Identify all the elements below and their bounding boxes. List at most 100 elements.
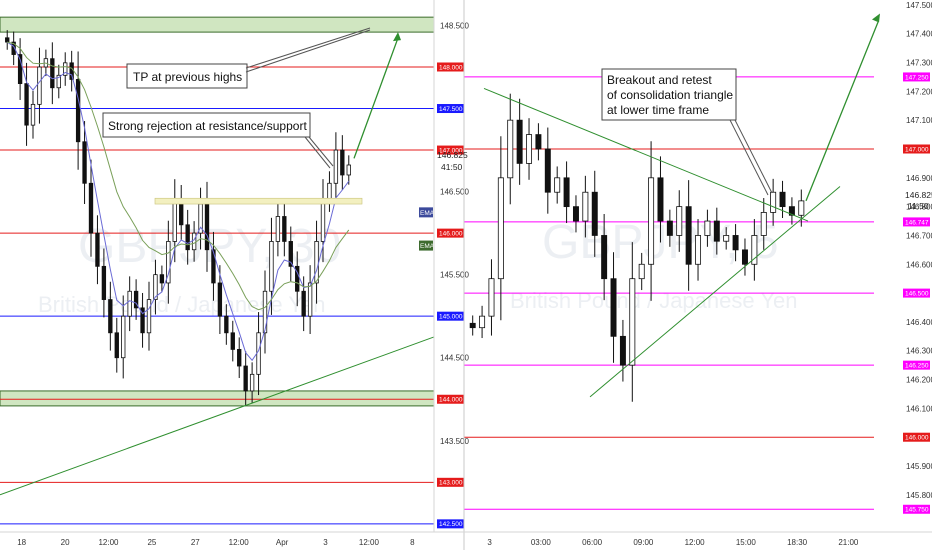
left-candle-body-5 — [37, 66, 42, 105]
right-candle-body-33 — [779, 191, 786, 208]
annotation-rejection-text: Strong rejection at resistance/support — [108, 119, 307, 133]
right-candle-body-21 — [666, 220, 673, 236]
right-y-tick-11: 146.400 — [906, 318, 932, 327]
left-ema-line-1 — [7, 41, 350, 311]
left-candle-body-25 — [166, 241, 171, 284]
left-x-tick-1: 20 — [61, 538, 70, 547]
left-candle-body-40 — [262, 290, 268, 334]
left-level-tag-6 — [437, 477, 464, 487]
left-y-tick-6: 145.500 — [440, 271, 469, 280]
right-level-tag-text-6: 145.750 — [905, 507, 929, 514]
right-level-tag-6 — [903, 504, 930, 514]
right-y-tick-12: 146.300 — [906, 347, 932, 356]
right-candle-body-32 — [770, 191, 777, 213]
right-candle-body-18 — [638, 263, 645, 280]
left-x-tick-4: 27 — [191, 538, 200, 547]
left-candle-body-19 — [127, 290, 132, 317]
right-y-tick-7: 146.800 — [906, 203, 932, 212]
left-candle-body-7 — [50, 58, 55, 89]
annotation-breakout-line2: of consolidation triangle — [607, 88, 733, 102]
left-level-tag-4 — [437, 311, 464, 321]
right-level-tag-text-5: 146.000 — [905, 435, 929, 442]
left-candle-body-36 — [237, 349, 242, 367]
right-candle-body-19 — [648, 177, 655, 265]
left-last-price: 146.825 — [437, 150, 468, 160]
right-y-tick-9: 146.600 — [906, 260, 932, 269]
right-candle-body-17 — [629, 278, 636, 366]
right-y-tick-14: 146.100 — [906, 404, 932, 413]
right-level-tag-0 — [903, 72, 930, 82]
left-y-tick-4: 146.500 — [440, 188, 469, 197]
left-description-watermark: British Pound / Japanese Yen — [38, 292, 325, 317]
right-chart-panel: 147.250 147.000 146.747 146.500 146.250 146.0… — [464, 1, 932, 547]
annotation-breakout-line3: at lower time frame — [607, 103, 709, 117]
left-candle-body-11 — [75, 79, 81, 143]
left-candle-body-10 — [69, 62, 74, 80]
left-yellow-zone — [154, 197, 363, 205]
right-x-tick-0: 3 — [487, 538, 492, 547]
annotation-rejection: Strong rejection at resistance/support — [102, 112, 334, 169]
left-ema-tag-0 — [419, 207, 433, 218]
left-candle-body-50 — [327, 182, 332, 201]
left-candle-body-46 — [301, 290, 306, 317]
right-candle-body-9 — [554, 177, 561, 193]
right-countdown: 11:50 — [908, 201, 929, 211]
right-candle-body-5 — [516, 119, 523, 164]
left-candle-body-37 — [243, 365, 248, 392]
right-x-tick-4: 12:00 — [685, 538, 706, 547]
left-candle-body-12 — [82, 141, 87, 184]
right-y-tick-1: 147.400 — [906, 30, 932, 39]
right-y-tick-6: 146.900 — [906, 174, 932, 183]
right-candle-body-24 — [695, 235, 702, 265]
left-candle-body-29 — [191, 232, 197, 251]
right-x-tick-5: 15:00 — [736, 538, 757, 547]
right-candle-body-12 — [582, 191, 589, 222]
left-level-tag-text-5: 144.000 — [439, 397, 463, 404]
left-target-arrow — [353, 37, 399, 159]
right-candle-body-23 — [685, 206, 692, 265]
left-candle-body-35 — [230, 332, 235, 350]
left-level-tag-text-2: 147.000 — [439, 147, 463, 154]
right-description-watermark: British Pound / Japanese Yen — [510, 288, 797, 313]
left-candle-body-38 — [249, 373, 255, 392]
right-level-tag-text-0: 147.250 — [905, 74, 929, 81]
left-candle-body-26 — [172, 199, 177, 242]
right-candle-body-34 — [788, 206, 795, 216]
right-last-price: 146.825 — [905, 190, 932, 200]
left-ema-tag-1 — [419, 240, 433, 251]
right-x-tick-1: 03:00 — [531, 538, 552, 547]
right-candle-body-8 — [544, 148, 551, 193]
left-candle-body-48 — [314, 241, 319, 284]
right-candle-body-6 — [526, 134, 533, 164]
right-candle-body-2 — [488, 278, 495, 317]
left-candle-body-33 — [217, 282, 223, 317]
right-x-tick-3: 09:00 — [633, 538, 654, 547]
left-candle-body-31 — [204, 203, 210, 251]
left-candle-body-17 — [114, 332, 119, 359]
left-y-tick-8: 144.500 — [440, 354, 469, 363]
right-level-tag-5 — [903, 432, 930, 442]
right-candle-body-7 — [535, 134, 542, 150]
left-x-tick-7: 3 — [323, 538, 328, 547]
right-level-tag-text-3: 146.500 — [905, 291, 929, 298]
left-level-tag-1 — [437, 104, 464, 114]
left-symbol-watermark: GBPJPY, 30 — [78, 220, 341, 273]
right-candle-body-27 — [723, 235, 730, 242]
right-level-tag-text-2: 146.747 — [905, 219, 929, 226]
right-triangle-lower — [589, 186, 841, 398]
left-target-arrowhead — [393, 32, 401, 42]
left-level-tag-text-4: 145.000 — [439, 314, 463, 321]
left-level-tag-text-3: 146.000 — [439, 231, 463, 238]
right-level-tag-text-1: 147.000 — [905, 146, 929, 153]
left-candle-body-32 — [211, 249, 216, 284]
left-y-tick-0: 148.500 — [440, 21, 469, 30]
right-y-tick-17: 145.800 — [906, 491, 932, 500]
left-candle-body-45 — [295, 265, 300, 292]
annotation-breakout: Breakout and retest of consolidation tri… — [601, 68, 773, 196]
left-ema-tag-text-1: EMA — [420, 243, 435, 250]
annotation-breakout-line1: Breakout and retest — [607, 73, 712, 87]
right-candle-body-20 — [657, 177, 664, 222]
right-candle-body-15 — [610, 278, 617, 337]
left-candle-body-24 — [159, 274, 165, 284]
